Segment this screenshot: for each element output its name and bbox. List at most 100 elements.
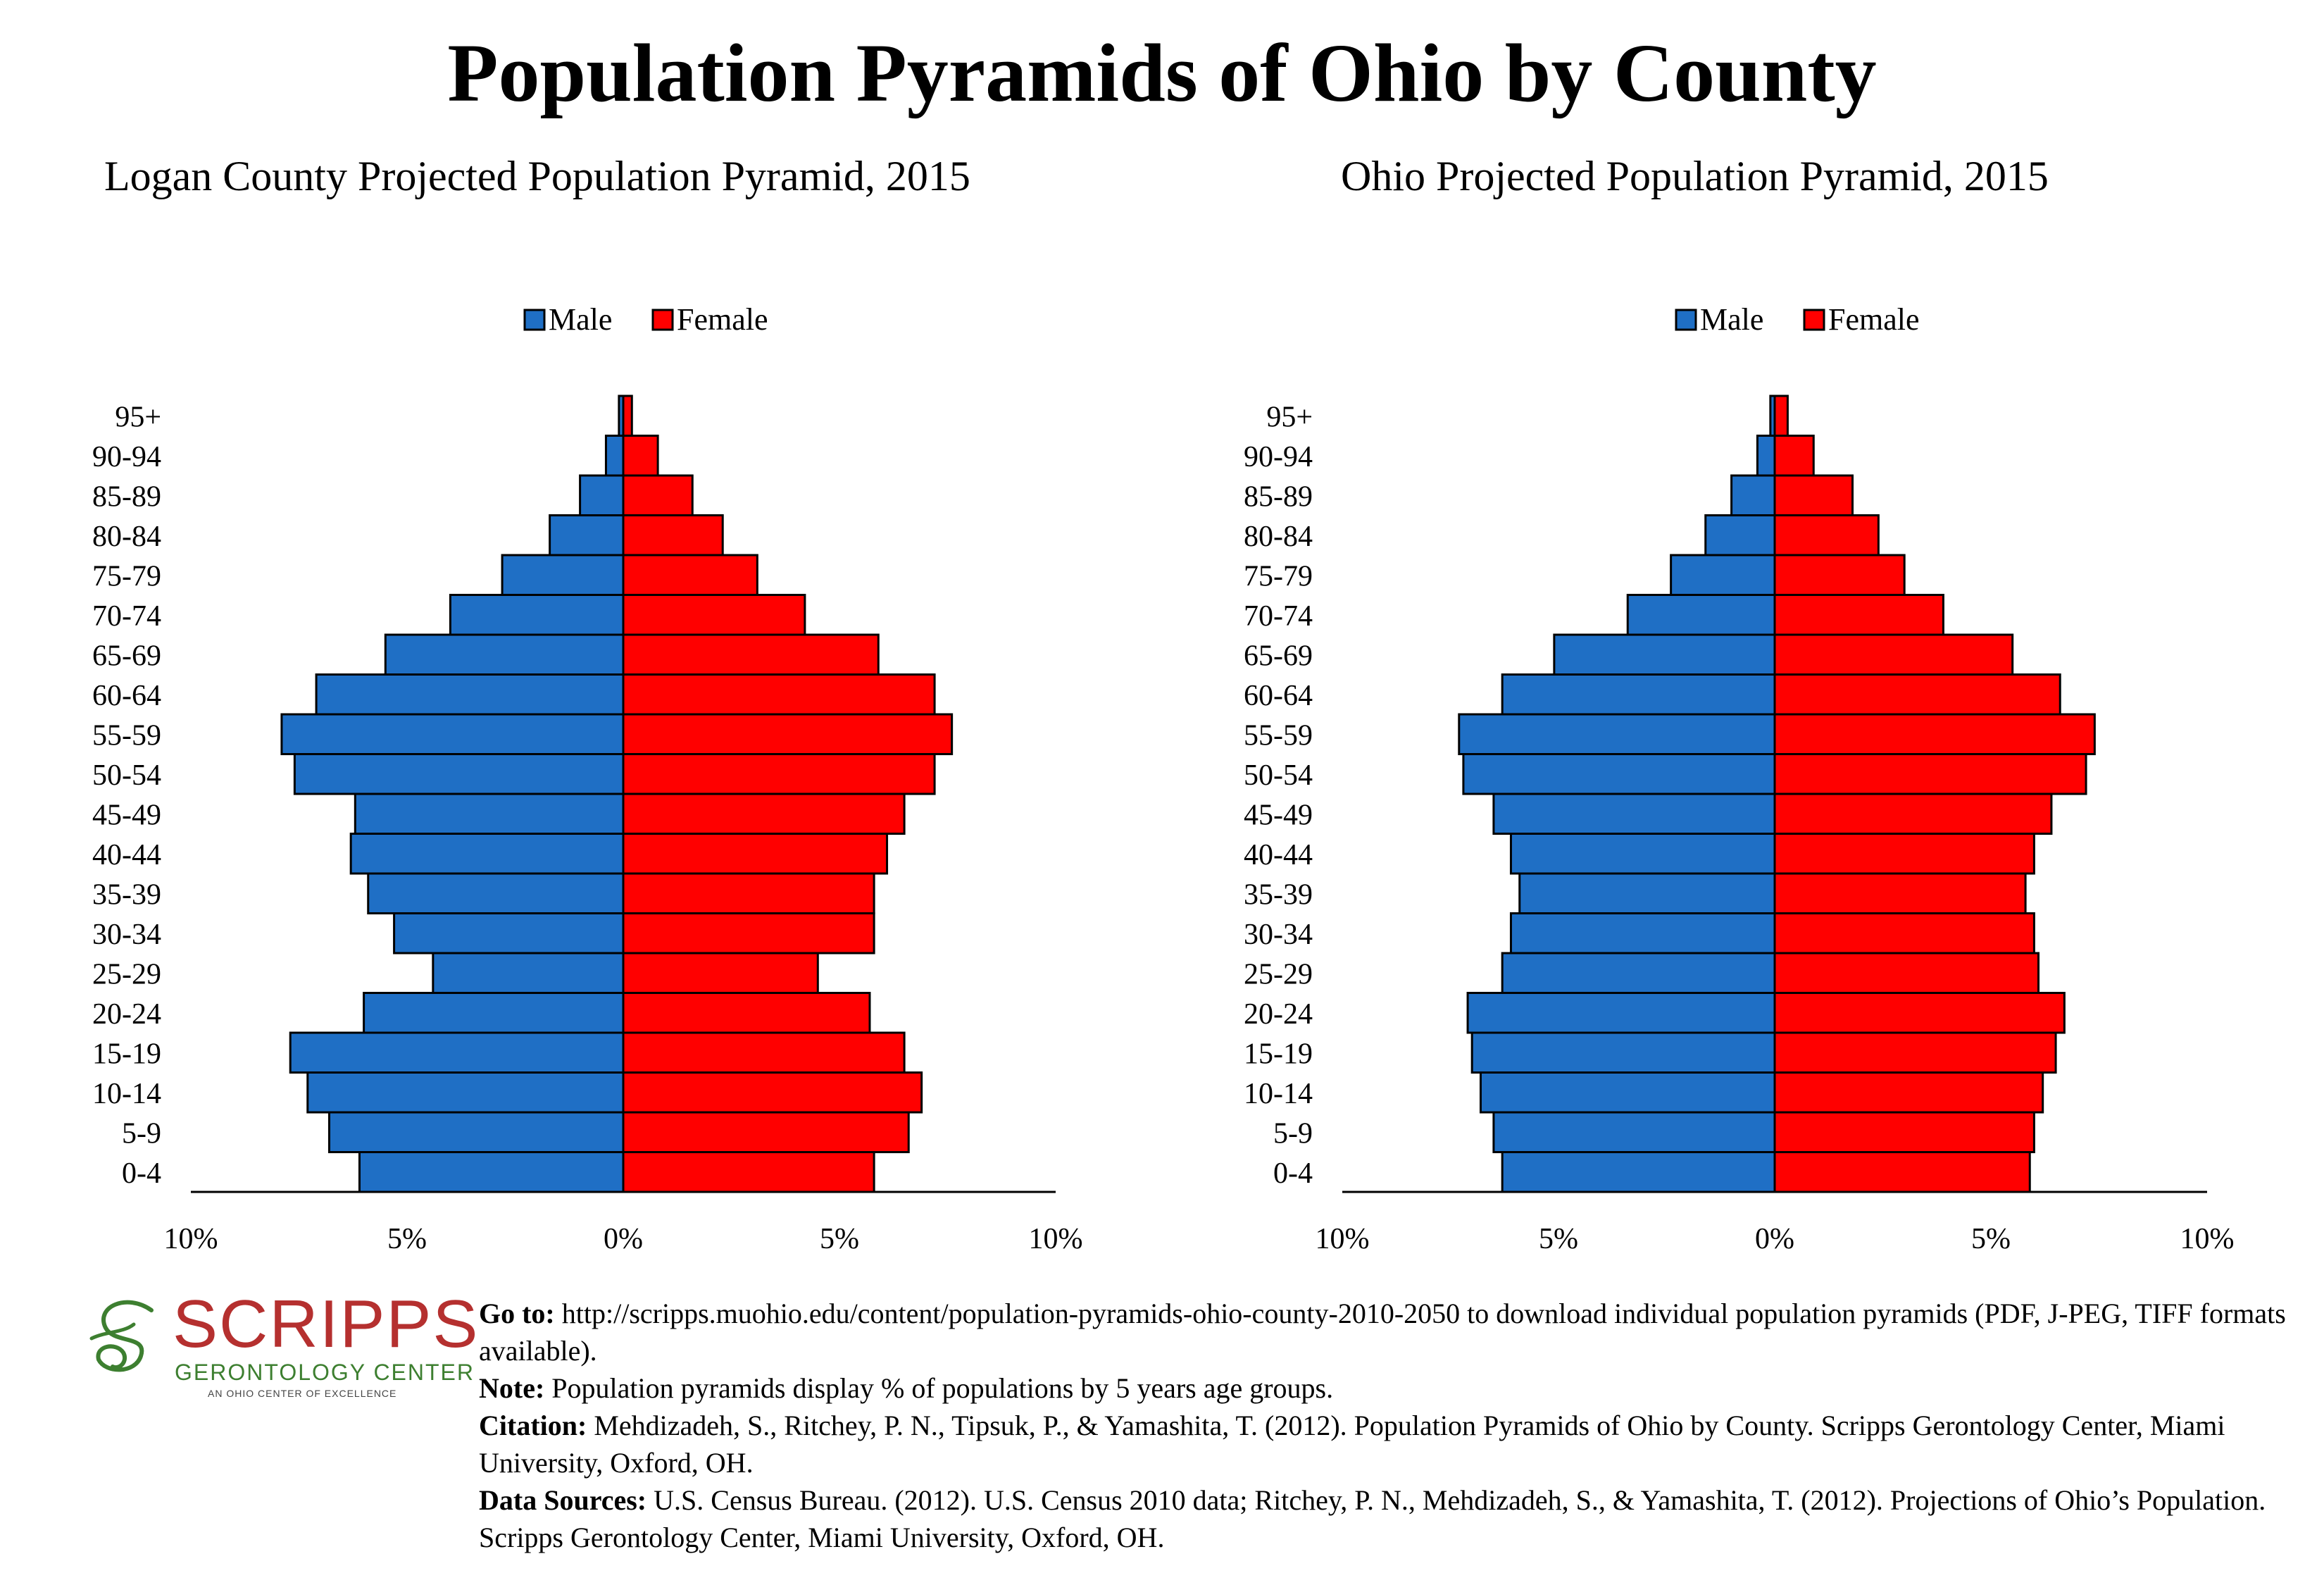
legend-swatch-male (1675, 309, 1697, 331)
legend-swatch-female (1803, 309, 1825, 331)
age-label: 5-9 (122, 1117, 161, 1150)
bar-female-55-59 (622, 713, 954, 755)
age-label: 60-64 (1244, 680, 1313, 712)
bar-female-40-44 (1773, 833, 2035, 875)
bar-male-25-29 (1501, 952, 1776, 994)
bar-female-35-39 (622, 872, 875, 914)
bar-female-15-19 (622, 1031, 906, 1074)
age-label: 85-89 (92, 480, 161, 513)
age-label: 70-74 (1244, 600, 1313, 633)
pyramid-ohio: 95+ 90-94 85-89 80-84 75-79 70-74 65-69 60-64 55… (1244, 302, 2235, 1255)
sources-label: Data Sources: (479, 1484, 647, 1516)
legend-swatch-female (651, 309, 674, 331)
bar-male-80-84 (549, 514, 625, 557)
x-tick-label: 5% (820, 1223, 859, 1255)
bar-female-0-4 (622, 1151, 875, 1193)
age-label: 5-9 (1273, 1117, 1313, 1150)
bar-female-0-4 (1773, 1151, 2031, 1193)
bar-male-65-69 (384, 633, 625, 676)
age-label: 45-49 (1244, 799, 1313, 831)
bar-female-55-59 (1773, 713, 2096, 755)
logo-wordmark: SCRIPPS (173, 1286, 480, 1362)
bar-female-10-14 (622, 1071, 923, 1114)
bar-male-45-49 (1492, 792, 1776, 835)
bar-male-30-34 (1509, 912, 1776, 955)
goto-text: http://scripps.muohio.edu/content/popula… (479, 1298, 2286, 1367)
bar-male-55-59 (280, 713, 625, 755)
age-label: 65-69 (1244, 640, 1313, 672)
citation-label: Citation: (479, 1410, 587, 1441)
footer-notes: Go to: http://scripps.muohio.edu/content… (479, 1295, 2310, 1556)
bar-female-20-24 (622, 992, 871, 1034)
bar-female-30-34 (1773, 912, 2035, 955)
age-label: 25-29 (1244, 958, 1313, 990)
bar-female-50-54 (1773, 753, 2087, 795)
age-label: 25-29 (92, 958, 161, 990)
footer-note: Note: Population pyramids display % of p… (479, 1369, 2310, 1407)
age-label: 30-34 (92, 919, 161, 951)
bar-male-50-54 (1462, 753, 1776, 795)
age-label: 10-14 (1244, 1078, 1313, 1110)
bar-female-50-54 (622, 753, 936, 795)
chart-title-ohio: Ohio Projected Population Pyramid, 2015 (1341, 153, 2049, 199)
bar-male-70-74 (449, 594, 625, 636)
bar-female-65-69 (1773, 633, 2014, 676)
footer-citation: Citation: Mehdizadeh, S., Ritchey, P. N.… (479, 1407, 2310, 1481)
age-label: 20-24 (92, 998, 161, 1031)
age-label: 50-54 (1244, 759, 1313, 792)
bar-male-0-4 (1501, 1151, 1776, 1193)
scripps-logo: SCRIPPS GERONTOLOGY CENTER AN OHIO CENTE… (85, 1289, 477, 1399)
age-label: 85-89 (1244, 480, 1313, 513)
chart-title-logan: Logan County Projected Population Pyrami… (104, 153, 970, 199)
bar-male-15-19 (289, 1031, 625, 1074)
legend-label-male: Male (1700, 302, 1763, 337)
pyramid-charts: 95+ 90-94 85-89 80-84 75-79 70-74 65-69 60-64 55… (92, 302, 2235, 1255)
bar-male-50-54 (293, 753, 625, 795)
age-label: 30-34 (1244, 919, 1313, 951)
bar-female-85-89 (622, 474, 694, 516)
bar-female-75-79 (1773, 554, 1906, 596)
age-label: 90-94 (1244, 441, 1313, 473)
bar-male-55-59 (1458, 713, 1776, 755)
age-label: 15-19 (92, 1038, 161, 1070)
bar-female-95+ (622, 394, 633, 437)
bar-male-5-9 (1492, 1111, 1776, 1153)
bar-female-80-84 (1773, 514, 1880, 557)
bar-female-30-34 (622, 912, 875, 955)
legend-label-male: Male (549, 302, 612, 337)
bar-male-90-94 (1756, 435, 1776, 477)
bar-female-95+ (1773, 394, 1789, 437)
bar-male-60-64 (1501, 673, 1776, 716)
bar-female-70-74 (1773, 594, 1944, 636)
bar-female-35-39 (1773, 872, 2027, 914)
bar-female-60-64 (1773, 673, 2061, 716)
bar-male-85-89 (579, 474, 625, 516)
legend-ohio: Male Female (1675, 302, 1920, 337)
bar-male-40-44 (349, 833, 625, 875)
age-label: 60-64 (92, 680, 161, 712)
bar-male-15-19 (1470, 1031, 1776, 1074)
x-tick-label: 10% (2180, 1223, 2235, 1255)
bar-male-40-44 (1509, 833, 1776, 875)
bar-female-20-24 (1773, 992, 2066, 1034)
x-tick-label: 5% (387, 1223, 427, 1255)
bar-female-75-79 (622, 554, 758, 596)
bar-male-65-69 (1553, 633, 1776, 676)
bar-female-5-9 (622, 1111, 910, 1153)
x-tick-label: 10% (1029, 1223, 1083, 1255)
age-label: 95+ (1266, 401, 1313, 433)
note-text: Population pyramids display % of populat… (544, 1372, 1334, 1404)
legend-label-female: Female (677, 302, 768, 337)
bar-female-90-94 (1773, 435, 1815, 477)
logo-tagline: AN OHIO CENTER OF EXCELLENCE (208, 1388, 397, 1399)
bar-female-45-49 (622, 792, 906, 835)
bar-male-20-24 (363, 992, 625, 1034)
footer-goto: Go to: http://scripps.muohio.edu/content… (479, 1295, 2310, 1369)
bar-male-35-39 (1518, 872, 1776, 914)
age-label: 45-49 (92, 799, 161, 831)
bar-male-10-14 (306, 1071, 625, 1114)
age-label: 80-84 (1244, 521, 1313, 553)
bar-female-90-94 (622, 435, 659, 477)
bar-male-0-4 (358, 1151, 625, 1193)
bar-male-35-39 (367, 872, 625, 914)
